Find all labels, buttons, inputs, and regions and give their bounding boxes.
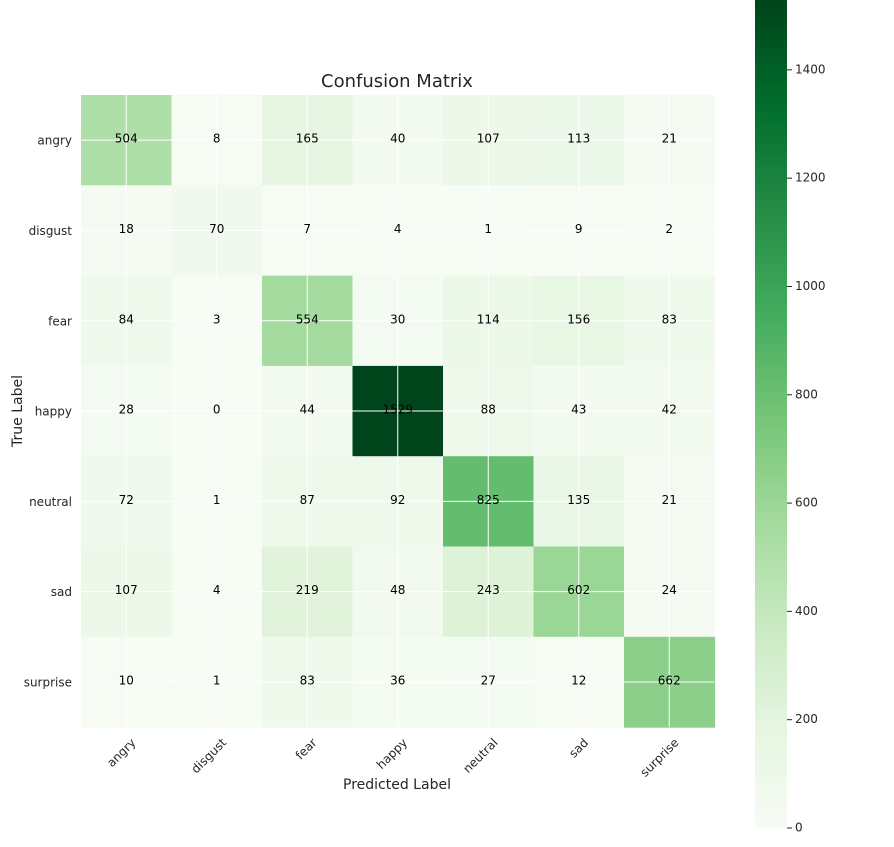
- cell-value-label: 3: [213, 312, 221, 326]
- cell-value-label: 504: [115, 132, 138, 146]
- cell-value-label: 0: [213, 403, 221, 417]
- x-tick-label: surprise: [638, 736, 682, 780]
- cell-value-label: 107: [477, 132, 500, 146]
- colorbar-ticks: 0 200 400 600 800 1000 1200 1400: [787, 62, 826, 835]
- cell-value-label: 4: [394, 222, 402, 236]
- y-axis-label: True Label: [10, 375, 26, 448]
- colorbar-tick-label: 0: [795, 821, 803, 835]
- colorbar-tick-label: 200: [795, 712, 818, 726]
- cell-value-label: 662: [658, 673, 681, 687]
- y-tick-label: angry: [37, 134, 72, 148]
- colorbar-tick-label: 1000: [795, 279, 826, 293]
- cell-value-label: 21: [662, 493, 677, 507]
- cell-value-label: 72: [119, 493, 134, 507]
- cell-value-label: 83: [300, 673, 315, 687]
- y-tick-label: fear: [48, 314, 72, 328]
- cell-value-label: 21: [662, 132, 677, 146]
- cell-value-label: 1: [484, 222, 492, 236]
- x-tick-label: sad: [566, 736, 591, 761]
- cell-value-label: 113: [567, 132, 590, 146]
- cell-value-label: 554: [296, 312, 319, 326]
- colorbar-tick-label: 1400: [795, 62, 826, 76]
- cell-value-label: 48: [390, 583, 405, 597]
- colorbar-tick-label: 1200: [795, 171, 826, 185]
- cell-value-label: 9: [575, 222, 583, 236]
- x-tick-label: happy: [374, 736, 410, 772]
- cell-value-label: 602: [567, 583, 590, 597]
- x-tick-label: neutral: [460, 736, 500, 776]
- cell-value-label: 219: [296, 583, 319, 597]
- x-axis-label: Predicted Label: [343, 777, 451, 793]
- cell-value-label: 1529: [382, 403, 413, 417]
- y-tick-label: happy: [35, 405, 72, 419]
- x-tick-label: disgust: [189, 735, 230, 776]
- cell-value-label: 88: [481, 403, 496, 417]
- y-tick-label: neutral: [29, 495, 72, 509]
- x-tick-label: angry: [104, 736, 138, 770]
- cell-value-label: 107: [115, 583, 138, 597]
- cell-value-label: 92: [390, 493, 405, 507]
- cell-value-label: 87: [300, 493, 315, 507]
- grid-lines: [81, 95, 715, 728]
- y-tick-label: sad: [51, 585, 72, 599]
- cell-value-label: 44: [300, 403, 315, 417]
- cell-value-label: 1: [213, 673, 221, 687]
- cell-value-label: 40: [390, 132, 405, 146]
- cell-value-label: 8: [213, 132, 221, 146]
- colorbar-tick-label: 600: [795, 496, 818, 510]
- cell-value-label: 114: [477, 312, 500, 326]
- cell-value-label: 42: [662, 403, 677, 417]
- cell-value-label: 825: [477, 493, 500, 507]
- y-tick-label: surprise: [24, 675, 72, 689]
- cell-value-label: 43: [571, 403, 586, 417]
- cell-value-label: 7: [303, 222, 311, 236]
- cell-value-label: 30: [390, 312, 405, 326]
- cell-value-label: 1: [213, 493, 221, 507]
- cell-value-label: 70: [209, 222, 224, 236]
- cell-value-label: 12: [571, 673, 586, 687]
- x-tick-label: fear: [293, 736, 320, 763]
- y-tick-label: disgust: [29, 224, 73, 238]
- cell-value-label: 2: [665, 222, 673, 236]
- cell-value-label: 18: [119, 222, 134, 236]
- y-tick-labels: angry disgust fear happy neutral sad surprise: [24, 134, 73, 690]
- cell-value-label: 84: [119, 312, 134, 326]
- cell-value-label: 28: [119, 403, 134, 417]
- cell-value-label: 243: [477, 583, 500, 597]
- cell-value-label: 24: [662, 583, 677, 597]
- cell-value-label: 36: [390, 673, 405, 687]
- cell-value-label: 27: [481, 673, 496, 687]
- cell-value-label: 10: [119, 673, 134, 687]
- colorbar: [755, 0, 787, 828]
- colorbar-tick-label: 800: [795, 387, 818, 401]
- cell-value-label: 156: [567, 312, 590, 326]
- x-tick-labels: angry disgust fear happy neutral sad surprise: [104, 735, 681, 779]
- cell-value-label: 135: [567, 493, 590, 507]
- chart-title: Confusion Matrix: [321, 71, 473, 92]
- colorbar-tick-label: 400: [795, 604, 818, 618]
- cell-value-label: 83: [662, 312, 677, 326]
- cell-value-label: 165: [296, 132, 319, 146]
- cell-value-label: 4: [213, 583, 221, 597]
